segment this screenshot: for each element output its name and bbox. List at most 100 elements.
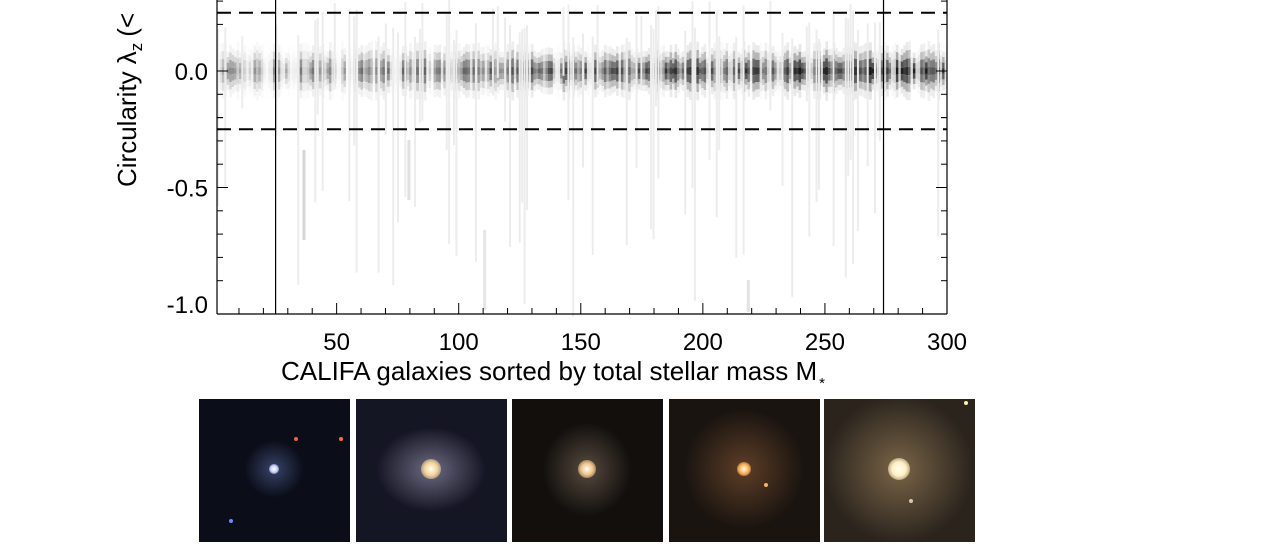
density-cell bbox=[869, 83, 872, 92]
density-cell bbox=[932, 51, 936, 60]
density-cell bbox=[511, 83, 515, 93]
density-cell bbox=[506, 82, 510, 91]
density-cell bbox=[686, 59, 690, 68]
density-cell bbox=[895, 44, 899, 53]
galaxy-column bbox=[861, 45, 865, 97]
density-cell bbox=[886, 52, 889, 60]
density-cell bbox=[674, 82, 678, 91]
density-cell bbox=[528, 91, 532, 100]
galaxy-column bbox=[766, 44, 770, 98]
galaxy-column bbox=[764, 42, 768, 100]
density-cell bbox=[881, 46, 885, 54]
density-cell bbox=[489, 61, 493, 68]
density-cell bbox=[307, 59, 310, 68]
density-cell bbox=[516, 51, 520, 60]
density-cell bbox=[280, 48, 283, 55]
density-cell bbox=[574, 56, 578, 63]
density-cell bbox=[830, 55, 833, 62]
density-cell bbox=[747, 45, 751, 53]
density-cell bbox=[728, 55, 731, 62]
density-cell bbox=[535, 52, 539, 58]
density-cell bbox=[270, 75, 274, 84]
density-cell bbox=[363, 88, 366, 95]
galaxy-column bbox=[506, 43, 510, 99]
density-cell bbox=[796, 80, 799, 87]
density-cell bbox=[550, 67, 554, 75]
x-tick-labels: 50 100 150 200 250 300 bbox=[323, 329, 967, 356]
density-cell bbox=[477, 66, 481, 76]
density-cell bbox=[793, 45, 797, 54]
density-cell bbox=[479, 54, 483, 61]
density-cell bbox=[336, 81, 339, 90]
density-cell bbox=[236, 75, 240, 84]
density-cell bbox=[423, 75, 427, 84]
galaxy-column bbox=[628, 42, 631, 100]
density-streak bbox=[509, 24, 511, 247]
density-streak bbox=[708, 1, 711, 160]
density-cell bbox=[574, 68, 578, 74]
density-cell bbox=[428, 81, 432, 88]
density-cell bbox=[932, 67, 936, 75]
density-cell bbox=[689, 91, 692, 100]
density-cell bbox=[903, 59, 906, 68]
density-cell bbox=[260, 43, 264, 52]
density-cell bbox=[268, 87, 271, 95]
density-cell bbox=[706, 63, 709, 69]
density-cell bbox=[910, 73, 914, 80]
galaxy-column bbox=[448, 0, 451, 244]
density-cell bbox=[659, 74, 663, 82]
density-cell bbox=[759, 91, 763, 100]
density-cell bbox=[754, 59, 758, 68]
density-cell bbox=[637, 84, 641, 90]
density-cell bbox=[528, 66, 532, 76]
density-cell bbox=[294, 57, 298, 63]
density-cell bbox=[370, 58, 374, 67]
density-cell bbox=[375, 83, 378, 93]
density-cell bbox=[406, 55, 410, 62]
density-cell bbox=[328, 42, 332, 51]
density-cell bbox=[309, 56, 313, 63]
density-cell bbox=[574, 51, 578, 57]
density-cell bbox=[319, 74, 322, 82]
density-cell bbox=[689, 42, 692, 51]
density-streak bbox=[691, 1, 694, 189]
galaxy-column bbox=[333, 3, 337, 90]
galaxy-column bbox=[263, 52, 266, 90]
density-streak bbox=[718, 36, 721, 151]
density-cell bbox=[440, 52, 444, 58]
density-cell bbox=[545, 87, 549, 95]
density-cell bbox=[939, 55, 943, 62]
density-cell bbox=[837, 51, 841, 58]
density-cell bbox=[292, 67, 296, 75]
density-cell bbox=[294, 68, 298, 74]
density-cell bbox=[309, 68, 313, 74]
galaxy-column bbox=[837, 51, 841, 91]
density-cell bbox=[630, 61, 634, 68]
density-cell bbox=[555, 67, 558, 75]
density-cell bbox=[270, 50, 274, 59]
density-cell bbox=[280, 61, 283, 68]
density-streak bbox=[818, 39, 820, 190]
x-tick-label: 250 bbox=[805, 329, 845, 356]
density-cell bbox=[793, 60, 797, 68]
density-cell bbox=[747, 74, 751, 83]
density-cell bbox=[358, 74, 361, 81]
density-cell bbox=[633, 84, 636, 90]
density-cell bbox=[747, 82, 751, 90]
density-cell bbox=[516, 67, 520, 75]
density-cell bbox=[842, 67, 846, 75]
galaxy-column bbox=[903, 45, 906, 97]
density-cell bbox=[229, 52, 232, 60]
density-cell bbox=[783, 67, 787, 75]
density-cell bbox=[564, 55, 568, 62]
density-cell bbox=[667, 85, 670, 91]
density-cell bbox=[287, 81, 291, 89]
density-cell bbox=[479, 47, 483, 55]
density-cell bbox=[917, 87, 921, 94]
density-cell bbox=[764, 83, 768, 92]
galaxy-column bbox=[389, 49, 393, 93]
galaxy-column bbox=[280, 48, 283, 94]
density-cell bbox=[294, 62, 298, 69]
density-cell bbox=[669, 82, 673, 90]
density-cell bbox=[783, 60, 787, 68]
